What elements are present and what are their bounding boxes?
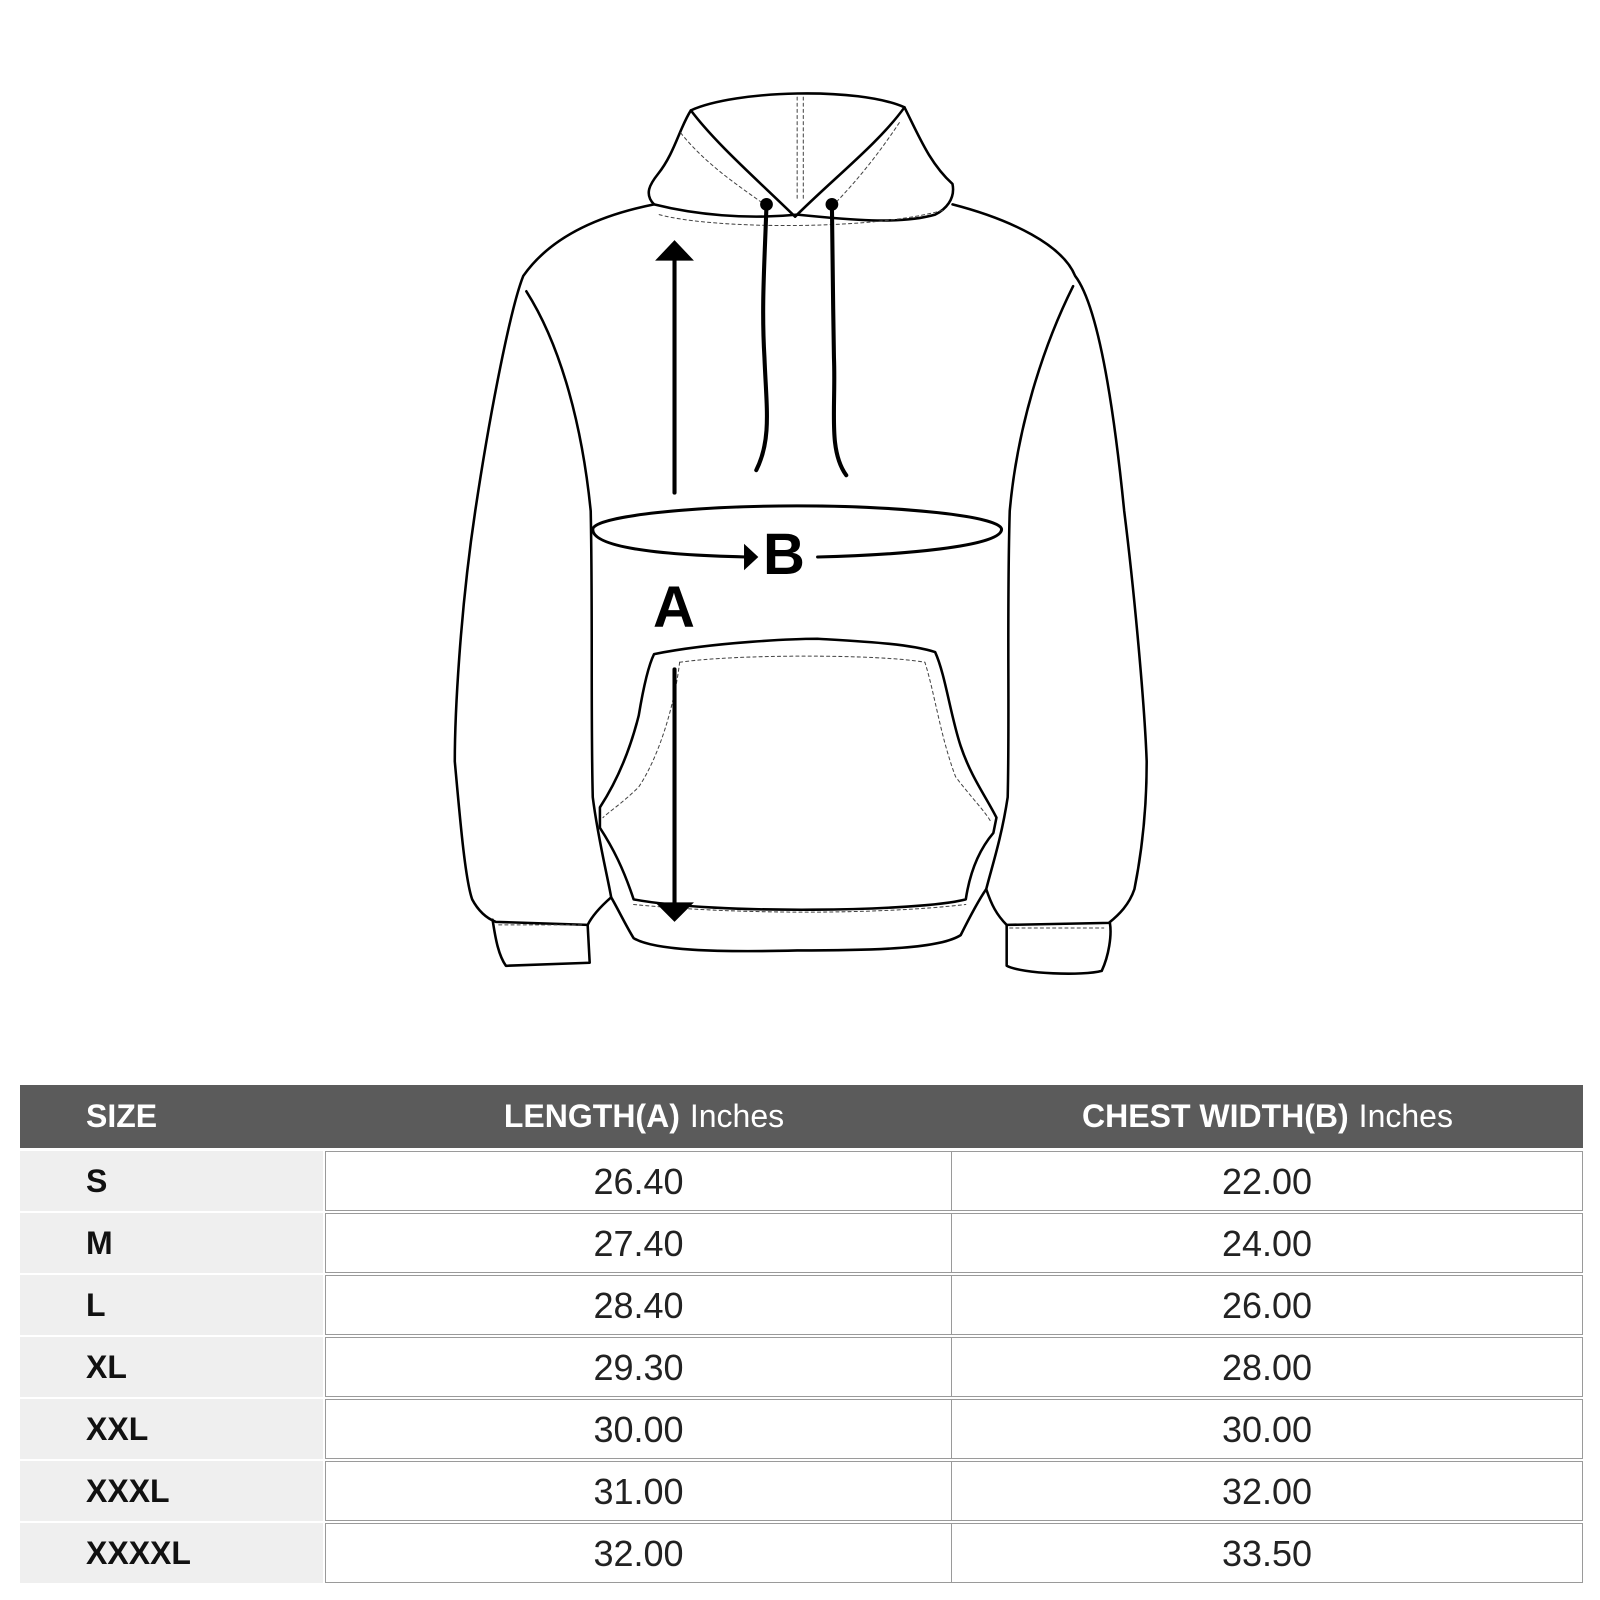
length-cell: 30.00 [325, 1399, 952, 1459]
length-cell: 27.40 [325, 1213, 952, 1273]
header-length: LENGTH(A) Inches [330, 1085, 958, 1148]
chest-width-cell: 30.00 [951, 1399, 1583, 1459]
header-length-unit: Inches [689, 1098, 785, 1134]
pocket-outline [598, 637, 998, 912]
chest-width-cell: 28.00 [951, 1337, 1583, 1397]
chest-width-cell: 24.00 [951, 1213, 1583, 1273]
chest-width-cell: 26.00 [951, 1275, 1583, 1335]
table-row: L 28.40 26.00 [20, 1275, 1583, 1335]
chest-width-cell: 32.00 [951, 1461, 1583, 1521]
length-cell: 31.00 [325, 1461, 952, 1521]
label-a: A [653, 575, 695, 640]
table-row: XL 29.30 28.00 [20, 1337, 1583, 1397]
size-cell: XL [20, 1337, 323, 1397]
table-row: M 27.40 24.00 [20, 1213, 1583, 1273]
length-cell: 28.40 [325, 1275, 952, 1335]
header-size: SIZE [86, 1098, 158, 1134]
chest-circumference [591, 504, 1004, 559]
hood-outline [647, 92, 955, 222]
body-outline [453, 203, 1148, 953]
chest-width-cell: 33.50 [951, 1523, 1583, 1583]
label-b: B [763, 522, 805, 587]
size-cell: XXL [20, 1399, 323, 1459]
header-chest: CHEST WIDTH(B) Inches [952, 1085, 1583, 1148]
size-chart-table: SIZE LENGTH(A) Inches CHEST WIDTH(B) Inche… [20, 1085, 1583, 1583]
table-row: XXL 30.00 30.00 [20, 1399, 1583, 1459]
length-cell: 32.00 [325, 1523, 952, 1583]
length-cell: 29.30 [325, 1337, 952, 1397]
table-row: XXXXL 32.00 33.50 [20, 1523, 1583, 1583]
hoodie-measurement-diagram: A B [453, 92, 1148, 975]
table-row: XXXL 31.00 32.00 [20, 1461, 1583, 1521]
header-chest-label: CHEST WIDTH(B) [1082, 1098, 1349, 1134]
drawstring-left [754, 202, 769, 473]
size-cell: S [20, 1151, 323, 1211]
header-chest-unit: Inches [1358, 1098, 1453, 1134]
size-cell: M [20, 1213, 323, 1273]
table-header: SIZE LENGTH(A) Inches CHEST WIDTH(B) Inche… [20, 1085, 1583, 1148]
size-cell: L [20, 1275, 323, 1335]
header-length-label: LENGTH(A) [503, 1098, 680, 1134]
table-row: S 26.40 22.00 [20, 1151, 1583, 1211]
length-cell: 26.40 [325, 1151, 952, 1211]
size-cell: XXXL [20, 1461, 323, 1521]
chest-width-cell: 22.00 [951, 1151, 1583, 1211]
drawstring-right [829, 202, 849, 478]
size-cell: XXXXL [20, 1523, 323, 1583]
